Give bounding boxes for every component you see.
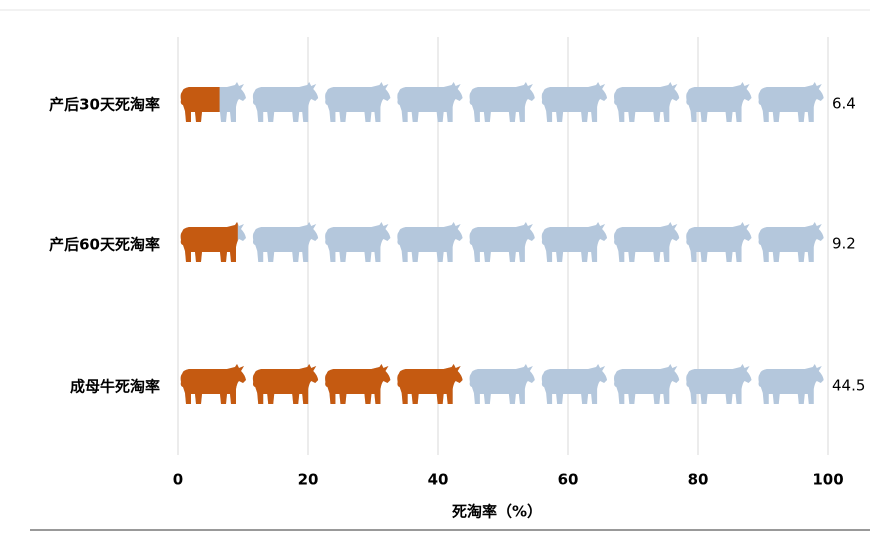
cow-icon	[469, 364, 535, 404]
cow-row-background	[180, 82, 824, 122]
cow-icon	[614, 82, 680, 122]
x-tick-label: 0	[173, 471, 183, 489]
cow-icon	[325, 222, 391, 262]
cow-icon	[397, 364, 463, 404]
cow-icon	[686, 222, 752, 262]
cow-icon	[469, 222, 535, 262]
x-tick-label: 40	[428, 471, 449, 489]
cow-icon	[614, 222, 680, 262]
cow-icon	[541, 364, 608, 404]
cow-icon	[758, 82, 824, 122]
value-label: 44.5	[832, 377, 865, 395]
cow-icon	[614, 364, 680, 404]
value-label: 9.2	[832, 235, 856, 253]
cow-icon	[397, 222, 463, 262]
cow-icon	[758, 222, 824, 262]
y-tick-label: 成母牛死淘率	[70, 378, 160, 396]
cow-icon	[469, 82, 535, 122]
cow-icon	[758, 364, 824, 404]
cow-icon	[325, 364, 391, 404]
cow-icon	[686, 364, 752, 404]
cow-icon	[541, 222, 608, 262]
cow-icon	[180, 364, 246, 404]
cow-icon	[541, 82, 608, 122]
y-tick-label: 产后60天死淘率	[49, 236, 160, 254]
cow-icon	[686, 82, 752, 122]
x-tick-label: 60	[558, 471, 579, 489]
cow-icon	[397, 82, 463, 122]
y-tick-label: 产后30天死淘率	[49, 96, 160, 114]
cow-icon	[180, 222, 238, 262]
cow-icon	[325, 82, 391, 122]
value-label: 6.4	[832, 95, 856, 113]
x-tick-label: 80	[688, 471, 709, 489]
x-tick-label: 20	[298, 471, 319, 489]
cow-row-background	[180, 222, 824, 262]
x-tick-label: 100	[812, 471, 843, 489]
x-axis-title: 死淘率（%）	[452, 503, 542, 521]
